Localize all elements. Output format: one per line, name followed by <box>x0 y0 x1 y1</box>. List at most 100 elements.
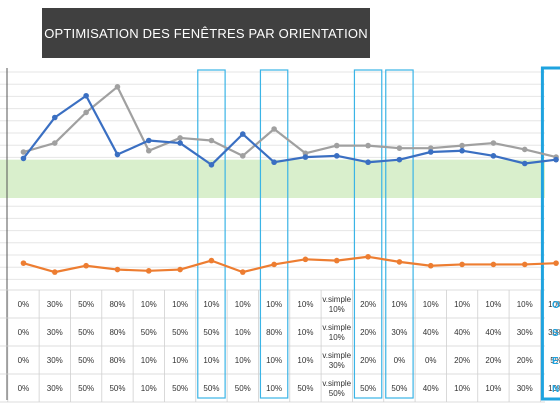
table-cell: 10% <box>141 300 157 309</box>
series-line <box>23 85 557 159</box>
table-cell: 10% <box>172 356 188 365</box>
table-cell: 50% <box>78 300 94 309</box>
data-point <box>427 145 434 151</box>
data-point <box>333 153 340 159</box>
table-cell: 50% <box>172 384 188 393</box>
data-point <box>239 131 246 137</box>
table-cell: v.simple 30% <box>322 351 351 370</box>
data-point <box>553 260 559 266</box>
table-cell: 10% <box>391 300 407 309</box>
chart-title: OPTIMISATION DES FENÊTRES PAR ORIENTATIO… <box>42 8 370 58</box>
table-row-label: O <box>552 300 560 311</box>
data-point <box>396 259 403 265</box>
table-cell: 0% <box>394 356 406 365</box>
table-cell: 10% <box>235 300 251 309</box>
table-cell: 10% <box>203 300 219 309</box>
data-point <box>333 142 340 149</box>
table-cell: 50% <box>360 384 376 393</box>
data-point <box>51 269 58 275</box>
data-point <box>271 261 277 268</box>
table-cell: v.simple 10% <box>322 295 351 314</box>
data-point <box>365 159 371 166</box>
table-cell: 10% <box>297 356 313 365</box>
data-point <box>51 140 58 146</box>
table-cell: 50% <box>235 384 251 393</box>
data-point <box>365 253 371 260</box>
data-point <box>302 150 309 157</box>
data-point <box>459 142 465 149</box>
data-point <box>177 266 183 273</box>
data-point <box>271 159 277 166</box>
data-point <box>114 151 121 158</box>
data-point <box>271 126 277 132</box>
table-cell: 20% <box>360 300 376 309</box>
data-point <box>177 140 183 146</box>
data-point <box>396 145 403 151</box>
table-cell: 50% <box>78 356 94 365</box>
data-point <box>239 153 246 159</box>
table-cell: 50% <box>141 328 157 337</box>
table-cell: 50% <box>109 384 125 393</box>
data-point <box>490 140 497 146</box>
table-cell: 50% <box>78 384 94 393</box>
data-point <box>83 92 89 99</box>
data-point <box>521 261 528 268</box>
table-cell: 80% <box>266 328 282 337</box>
table-cell: 10% <box>454 384 470 393</box>
table-cell: 10% <box>141 384 157 393</box>
table-cell: 20% <box>517 356 533 365</box>
table-cell: 40% <box>454 328 470 337</box>
table-cell: 50% <box>172 328 188 337</box>
table-cell: 40% <box>485 328 501 337</box>
table-cell: 30% <box>47 328 63 337</box>
table-cell: 10% <box>297 300 313 309</box>
table-cell: 50% <box>78 328 94 337</box>
table-cell: 0% <box>18 328 30 337</box>
data-point <box>177 135 183 141</box>
data-point <box>208 161 215 168</box>
table-cell: 10% <box>235 356 251 365</box>
data-point <box>427 149 434 155</box>
table-cell: 20% <box>360 328 376 337</box>
table-cell: 10% <box>485 384 501 393</box>
highlight-column-frame <box>540 66 560 401</box>
table-cell: 10% <box>266 300 282 309</box>
table-cell: 30% <box>548 328 560 337</box>
data-point <box>396 156 403 163</box>
table-row-label: S <box>552 328 559 339</box>
table-cell: 0% <box>18 384 30 393</box>
data-point <box>208 257 215 264</box>
table-cell: 80% <box>109 300 125 309</box>
table-cell: v.simple 50% <box>322 379 351 398</box>
table-cell: 40% <box>423 384 439 393</box>
data-point <box>490 153 497 159</box>
data-point <box>521 146 528 153</box>
data-point <box>114 84 121 90</box>
table-cell: 30% <box>47 384 63 393</box>
table-cell: 10% <box>266 384 282 393</box>
table-cell: 50% <box>297 384 313 393</box>
data-point <box>521 160 528 167</box>
table-cell: 0% <box>18 356 30 365</box>
data-point <box>208 137 215 144</box>
table-cell: 10% <box>141 356 157 365</box>
data-point <box>20 155 27 162</box>
data-point <box>553 156 559 163</box>
data-point <box>302 154 309 160</box>
table-cell: 10% <box>548 300 560 309</box>
table-cell: 20% <box>360 356 376 365</box>
table-row-label: N <box>552 384 559 395</box>
table-row-label: E <box>552 356 559 367</box>
table-cell: 20% <box>485 356 501 365</box>
data-point <box>114 266 121 273</box>
table-cell: 50% <box>203 328 219 337</box>
table-cell: 10% <box>172 300 188 309</box>
data-point <box>459 261 465 268</box>
table-cell: 30% <box>47 300 63 309</box>
table-cell: 80% <box>109 356 125 365</box>
data-point <box>427 262 434 269</box>
table-cell: 50% <box>391 384 407 393</box>
table-cell: 5% <box>550 356 560 365</box>
data-point <box>333 257 340 264</box>
table-cell: 10% <box>235 328 251 337</box>
